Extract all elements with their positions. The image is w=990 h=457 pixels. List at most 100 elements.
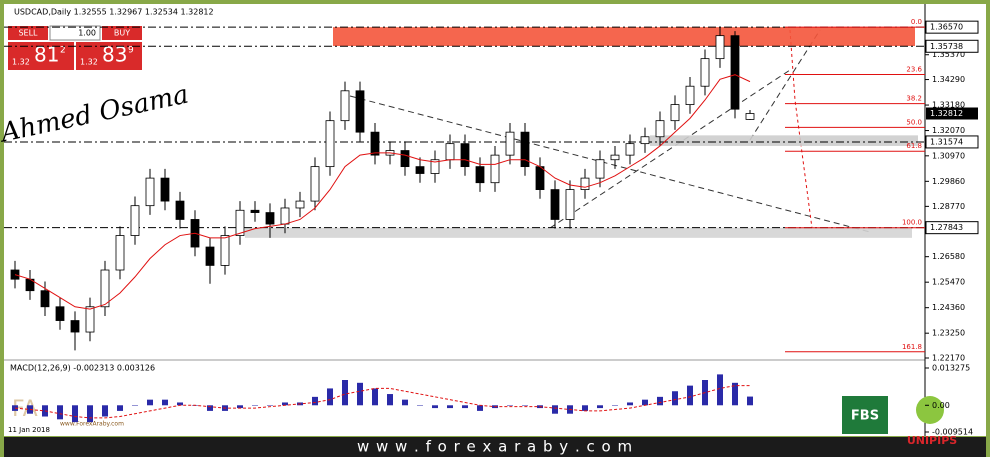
candle-body: [730, 35, 740, 110]
candle-body: [220, 235, 230, 266]
macd-title: MACD(12,26,9) -0.002313 0.003126: [10, 364, 155, 373]
macd-bar: [387, 394, 393, 406]
fib-label: 61.8: [906, 142, 922, 150]
zone: [650, 135, 918, 146]
moving-average: [14, 74, 751, 310]
macd-bar: [72, 405, 78, 423]
buy-label: BUY: [114, 29, 130, 38]
macd-bar: [447, 405, 453, 409]
sell-frac: 2: [60, 46, 66, 56]
candle-body: [115, 235, 125, 271]
candle-body: [655, 120, 665, 138]
candle-body: [235, 209, 245, 236]
candle-body: [670, 104, 680, 122]
lot-input[interactable]: [49, 25, 101, 41]
macd-bar: [477, 405, 483, 411]
candle-body: [265, 212, 275, 225]
macd-bar: [162, 399, 168, 406]
macd-bar: [312, 396, 318, 406]
macd-bar: [717, 374, 723, 406]
y-tick-label: 1.30970: [932, 151, 965, 160]
candle-body: [295, 200, 305, 209]
sell-big: 1.32: [12, 58, 30, 67]
candle-body: [520, 131, 530, 168]
macd-bar: [417, 405, 423, 406]
candle-body: [175, 200, 185, 220]
level-label: 1.36570: [930, 23, 963, 32]
candle-body: [625, 143, 635, 156]
candle-body: [415, 166, 425, 174]
candle-body: [130, 205, 140, 236]
candle-body: [610, 154, 620, 161]
buy-button[interactable]: [102, 26, 142, 40]
macd-bar: [522, 405, 528, 406]
level-box: [925, 39, 979, 53]
candle-body: [280, 207, 290, 225]
y-tick-label: 1.29860: [932, 177, 965, 186]
y-tick-label: 1.28770: [932, 202, 965, 211]
projection-arrow: [789, 29, 813, 229]
candle-body: [145, 177, 155, 207]
fib-label: 23.6: [906, 65, 922, 73]
current-price-box: [926, 107, 978, 120]
level-box: [925, 135, 979, 149]
buy-frac: 9: [128, 46, 134, 56]
candle-body: [340, 90, 350, 122]
macd-bar: [597, 405, 603, 409]
candle-body: [205, 246, 215, 266]
macd-bar: [627, 402, 633, 406]
level-label: 1.27843: [930, 223, 963, 232]
current-price-label: 1.32812: [930, 109, 963, 118]
candle-body: [640, 136, 650, 145]
macd-bar: [357, 382, 363, 406]
macd-bar: [282, 402, 288, 406]
footer-url: w w w . f o r e x a r a b y . c o m: [357, 438, 633, 456]
candle-body: [700, 58, 710, 87]
candle-body: [55, 306, 65, 321]
level-box: [925, 20, 979, 34]
candle-body: [685, 85, 695, 105]
y-tick-label: 1.34290: [932, 75, 965, 84]
candle-body: [565, 189, 575, 220]
candle-body: [580, 177, 590, 190]
site-watermark: www.ForexAraby.com: [60, 421, 124, 428]
fib-label: 100.0: [902, 219, 922, 227]
level-box: [925, 221, 979, 235]
candle-body: [745, 113, 755, 120]
buy-big: 1.32: [80, 58, 98, 67]
candle-body: [250, 209, 260, 213]
fib-label: 50.0: [906, 118, 922, 126]
macd-tick-label: -0.009514: [932, 428, 973, 437]
macd-bar: [117, 405, 123, 411]
y-tick-label: 1.24360: [932, 303, 965, 312]
macd-tick-label: 0.013275: [932, 364, 970, 373]
candle-body: [355, 90, 365, 133]
macd-bar: [207, 405, 213, 411]
macd-bar: [672, 391, 678, 406]
trendline: [749, 29, 821, 141]
fib-label: 161.8: [902, 343, 922, 351]
macd-bar: [327, 388, 333, 406]
macd-bar: [252, 405, 258, 406]
macd-bar: [462, 405, 468, 409]
candle-body: [715, 35, 725, 60]
candle-body: [460, 143, 470, 168]
macd-bar: [552, 405, 558, 414]
chart-title: USDCAD,Daily 1.32555 1.32967 1.32534 1.3…: [14, 8, 214, 17]
macd-bar: [432, 405, 438, 409]
sell-button[interactable]: [8, 26, 48, 40]
date-label: 11 Jan 2018: [8, 426, 50, 434]
macd-bar: [732, 382, 738, 406]
unipips-logo: [916, 396, 944, 424]
y-tick-label: 1.32070: [932, 126, 965, 135]
fbs-logo: [842, 396, 888, 434]
lot-value: 1.00: [78, 29, 96, 38]
candle-body: [445, 143, 455, 161]
level-label: 1.35738: [930, 42, 963, 51]
macd-bar: [582, 405, 588, 411]
candle-body: [85, 306, 95, 333]
macd-bar: [402, 399, 408, 406]
candle-body: [490, 154, 500, 184]
candle-body: [400, 150, 410, 168]
